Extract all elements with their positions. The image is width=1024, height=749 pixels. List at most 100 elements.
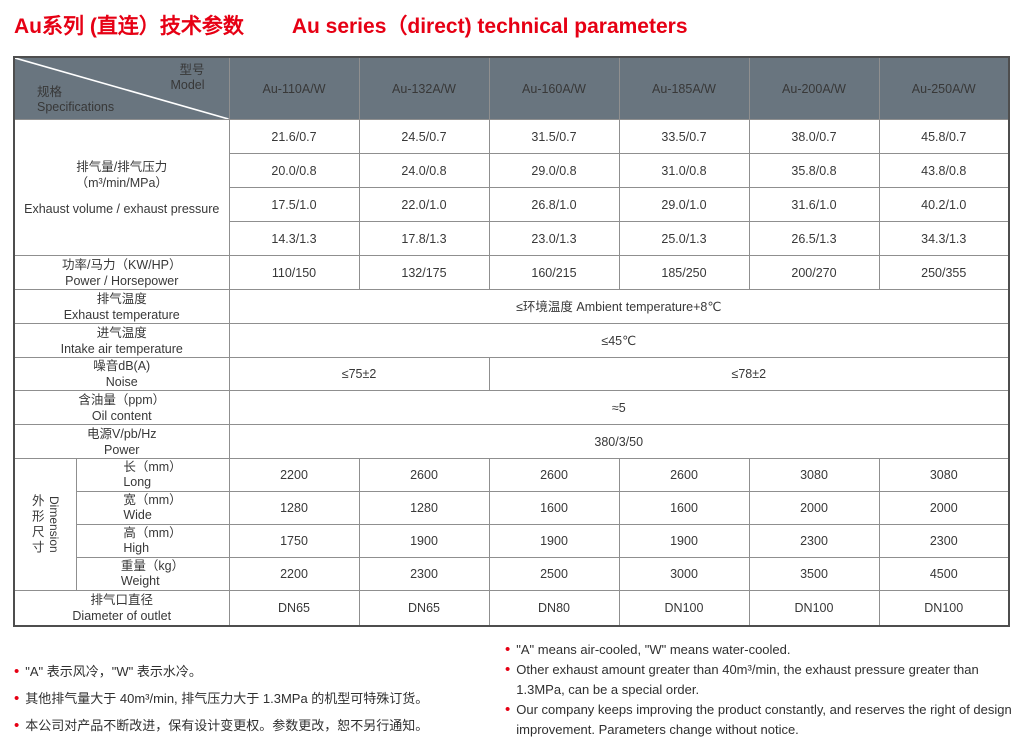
model-header: Au-200A/W [748, 56, 880, 120]
value-cell: 185/250 [618, 255, 750, 290]
dim-weight-label-zh: 重量（kg） [120, 559, 185, 573]
value-cell: 1750 [228, 524, 360, 558]
value-cell: 1900 [618, 524, 750, 558]
corner-cell: 型号 Model 规格 Specifications [13, 56, 230, 120]
page-title: Au系列 (直连）技术参数 Au series（direct) technical… [14, 10, 688, 40]
table-row-exhaust-1: 排气量/排气压力 （m³/min/MPa） Exhaust volume / e… [13, 119, 1010, 256]
intake-temp-label-en: Intake air temperature [60, 341, 183, 356]
value-cell: 26.5/1.3 [748, 221, 880, 256]
value-cell: 23.0/1.3 [488, 221, 620, 256]
value-cell-span: ≤环境温度 Ambient temperature+8℃ [228, 289, 1010, 324]
value-cell: 43.8/0.8 [878, 153, 1010, 188]
value-cell: 34.3/1.3 [878, 221, 1010, 256]
corner-spec-en: Specifications [37, 100, 115, 114]
table-row-dim-long: 外形尺寸 Dimension 长（mm） Long 2200 2600 2600… [13, 458, 1010, 591]
title-en: Au series（direct) technical parameters [291, 15, 688, 38]
note-item-zh-2: • 其他排气量大于 40m³/min, 排气压力大于 1.3MPa 的机型可特殊… [14, 689, 484, 708]
dimension-group-zh: 外形尺寸 [29, 493, 44, 556]
corner-model: 型号 Model [170, 63, 204, 93]
value-cell: 31.5/0.7 [488, 119, 620, 154]
bullet-icon: • [14, 717, 20, 734]
value-cell: DN80 [488, 590, 620, 626]
exhaust-temp-label-cell: 排气温度 Exhaust temperature [13, 289, 230, 324]
dim-weight-label-cell: 重量（kg） Weight [75, 557, 230, 591]
outlet-label-cell: 排气口直径 Diameter of outlet [13, 590, 230, 626]
table-row-noise: 噪音dB(A) Noise ≤75±2 ≤78±2 [13, 357, 1010, 391]
note-item-zh-3: • 本公司对产品不断改进，保有设计变更权。参数更改，恕不另行通知。 [14, 716, 484, 735]
intake-temp-label-zh: 进气温度 [96, 325, 147, 340]
exhaust-label-en: Exhaust volume / exhaust pressure [24, 201, 220, 216]
diagonal-line [15, 58, 228, 119]
notes-en: • "A" means air-cooled, "W" means water-… [505, 640, 1023, 740]
value-cell: 2300 [748, 524, 880, 558]
value-cell: 24.5/0.7 [358, 119, 490, 154]
outlet-label-zh: 排气口直径 [90, 592, 153, 607]
value-cell: 21.6/0.7 [228, 119, 360, 154]
value-cell-span: 380/3/50 [228, 424, 1010, 459]
note-item-en-1: • "A" means air-cooled, "W" means water-… [505, 640, 1023, 660]
value-cell: 38.0/0.7 [748, 119, 880, 154]
value-cell: 20.0/0.8 [228, 153, 360, 188]
exhaust-temp-label-en: Exhaust temperature [63, 307, 180, 322]
value-cell: 2500 [488, 557, 620, 591]
table-row-oil: 含油量（ppm） Oil content ≈5 [13, 390, 1010, 425]
exhaust-label-unit: （m³/min/MPa） [75, 175, 168, 190]
corner-spec-zh: 规格 [37, 85, 63, 99]
value-cell-span: ≈5 [228, 390, 1010, 425]
value-cell: DN65 [358, 590, 490, 626]
noise-label-zh: 噪音dB(A) [93, 359, 151, 373]
value-cell: 1600 [488, 491, 620, 525]
table-row-dim-wide: 宽（mm） Wide 1280 1280 1600 1600 2000 2000 [14, 491, 1010, 525]
value-cell: 40.2/1.0 [878, 187, 1010, 222]
value-cell-span: ≤78±2 [488, 357, 1010, 391]
bullet-icon: • [14, 663, 20, 680]
table-row-power: 功率/马力（KW/HP） Power / Horsepower 110/150 … [13, 255, 1010, 290]
table-row-outlet: 排气口直径 Diameter of outlet DN65 DN65 DN80 … [13, 590, 1010, 626]
value-cell: 17.5/1.0 [228, 187, 360, 222]
exhaust-label-zh: 排气量/排气压力 [76, 159, 168, 174]
dim-weight-label-en: Weight [120, 574, 160, 588]
model-header: Au-132A/W [358, 56, 490, 120]
value-cell: 2200 [228, 557, 360, 591]
dim-long-label-zh: 长（mm） [123, 460, 182, 474]
table-row-intake-temp: 进气温度 Intake air temperature ≤45℃ [13, 323, 1010, 358]
header-row: 型号 Model 规格 Specifications Au-110A/W Au-… [13, 56, 1010, 120]
value-cell: DN100 [878, 590, 1010, 626]
note-text: 本公司对产品不断改进，保有设计变更权。参数更改，恕不另行通知。 [25, 718, 429, 733]
power-label-en: Power / Horsepower [65, 273, 179, 288]
model-header: Au-160A/W [488, 56, 620, 120]
value-cell: 1280 [358, 491, 490, 525]
value-cell: 250/355 [878, 255, 1010, 290]
value-cell: 132/175 [358, 255, 490, 290]
oil-label-en: Oil content [91, 408, 152, 423]
oil-label-cell: 含油量（ppm） Oil content [13, 390, 230, 425]
note-text: 其他排气量大于 40m³/min, 排气压力大于 1.3MPa 的机型可特殊订货… [25, 691, 429, 706]
value-cell: 1280 [228, 491, 360, 525]
value-cell-span: ≤75±2 [228, 357, 490, 391]
power-supply-label-zh: 电源V/pb/Hz [87, 426, 157, 441]
corner-model-en: Model [170, 78, 205, 92]
power-label-zh: 功率/马力（KW/HP） [62, 257, 182, 272]
outlet-label-en: Diameter of outlet [72, 608, 172, 623]
table-row-dim-high: 高（mm） High 1750 1900 1900 1900 2300 2300 [14, 524, 1010, 558]
value-cell: 35.8/0.8 [748, 153, 880, 188]
note-item-en-3: • Our company keeps improving the produc… [505, 700, 1023, 740]
value-cell: 2300 [878, 524, 1010, 558]
dim-high-label-cell: 高（mm） High [75, 524, 230, 558]
power-label-cell: 功率/马力（KW/HP） Power / Horsepower [13, 255, 230, 290]
intake-temp-label-cell: 进气温度 Intake air temperature [13, 323, 230, 358]
value-cell: 14.3/1.3 [228, 221, 360, 256]
value-cell: 1600 [618, 491, 750, 525]
corner-spec: 规格 Specifications [37, 85, 114, 115]
model-header: Au-185A/W [618, 56, 750, 120]
table-row-exhaust-4: 14.3/1.3 17.8/1.3 23.0/1.3 25.0/1.3 26.5… [14, 221, 1010, 256]
value-cell: 29.0/1.0 [618, 187, 750, 222]
value-cell: 2600 [618, 458, 750, 492]
value-cell: 2000 [748, 491, 880, 525]
exhaust-temp-label-zh: 排气温度 [96, 291, 147, 306]
dimension-group-cell: 外形尺寸 Dimension [13, 458, 77, 591]
value-cell: 31.6/1.0 [748, 187, 880, 222]
note-item-en-2: • Other exhaust amount greater than 40m³… [505, 660, 1023, 700]
spec-table: 型号 Model 规格 Specifications Au-110A/W Au-… [13, 56, 1010, 627]
value-cell: 29.0/0.8 [488, 153, 620, 188]
